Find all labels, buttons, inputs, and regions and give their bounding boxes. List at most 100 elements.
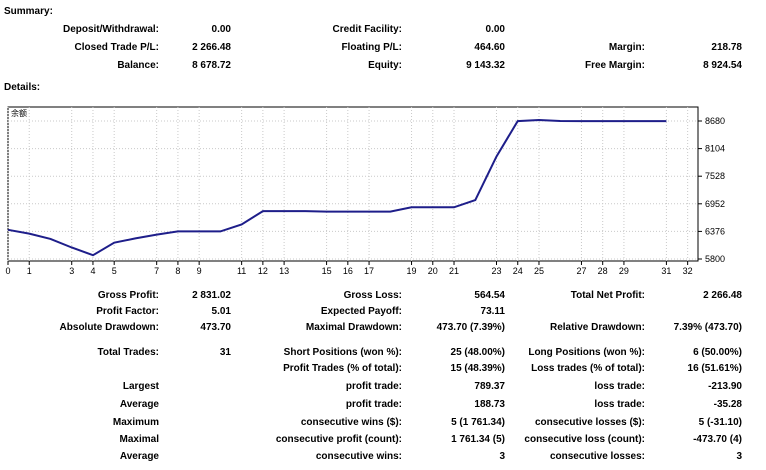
stat-label: consecutive losses: <box>549 451 645 462</box>
stat-label: consecutive wins: <box>315 451 402 462</box>
stat-label: Maximal Drawdown: <box>305 322 402 333</box>
summary-label: Equity: <box>368 60 402 71</box>
x-tick-label: 24 <box>513 266 523 276</box>
summary-value: 0.00 <box>485 24 505 35</box>
x-tick-label: 8 <box>175 266 180 276</box>
x-tick-label: 7 <box>154 266 159 276</box>
stat-label: Maximum <box>112 417 159 428</box>
stat-value: 7.39% (473.70) <box>673 322 742 333</box>
stat-value: 5 (-31.10) <box>698 417 742 428</box>
x-tick-label: 19 <box>407 266 417 276</box>
stat-label: Loss trades (% of total): <box>531 363 645 374</box>
stat-value: -213.90 <box>708 381 742 392</box>
stat-label: consecutive wins ($): <box>300 417 402 428</box>
summary-label: Balance: <box>117 60 159 71</box>
stat-label: Gross Loss: <box>343 290 402 301</box>
stat-value: 3 <box>736 451 742 462</box>
summary-value: 8 924.54 <box>703 60 742 71</box>
stat-label: consecutive losses ($): <box>534 417 645 428</box>
stat-label: Maximal <box>119 434 159 445</box>
y-tick-label: 8104 <box>705 144 725 154</box>
stat-value: 31 <box>219 347 231 358</box>
stat-label: Largest <box>122 381 159 392</box>
summary-label: Deposit/Withdrawal: <box>62 24 159 35</box>
x-tick-label: 28 <box>598 266 608 276</box>
stat-label: Gross Profit: <box>97 290 159 301</box>
stat-label: Long Positions (won %): <box>528 347 645 358</box>
x-tick-label: 17 <box>364 266 374 276</box>
x-tick-label: 1 <box>27 266 32 276</box>
stat-label: consecutive loss (count): <box>524 434 645 445</box>
stat-label: Relative Drawdown: <box>549 322 645 333</box>
summary-value: 218.78 <box>711 42 742 53</box>
balance-series-line <box>7 118 667 257</box>
x-tick-label: 5 <box>112 266 117 276</box>
stat-label: loss trade: <box>594 399 645 410</box>
plot-frame <box>7 106 699 262</box>
stat-value: 73.11 <box>480 306 505 317</box>
stat-label: Expected Payoff: <box>320 306 402 317</box>
stat-label: Absolute Drawdown: <box>59 322 159 333</box>
stat-label: Total Trades: <box>97 347 160 358</box>
x-tick-label: 32 <box>683 266 693 276</box>
x-tick-label: 16 <box>343 266 353 276</box>
stat-label: Average <box>119 399 159 410</box>
stat-value: 5.01 <box>211 306 231 317</box>
stat-value: 2 266.48 <box>703 290 742 301</box>
stat-label: Average <box>119 451 159 462</box>
x-tick-label: 4 <box>90 266 95 276</box>
summary-value: 0.00 <box>211 24 231 35</box>
stat-value: 6 (50.00%) <box>693 347 742 358</box>
x-tick-label: 21 <box>449 266 459 276</box>
x-tick-label: 15 <box>322 266 332 276</box>
stat-label: loss trade: <box>594 381 645 392</box>
x-tick-label: 13 <box>279 266 289 276</box>
stat-value: 1 761.34 (5) <box>451 434 505 445</box>
stat-value: 15 (48.39%) <box>450 363 505 374</box>
stat-value: 25 (48.00%) <box>450 347 505 358</box>
x-tick-label: 11 <box>237 266 246 276</box>
stat-label: Profit Factor: <box>96 306 159 317</box>
stat-label: profit trade: <box>345 381 402 392</box>
summary-heading: Summary: <box>4 6 53 17</box>
x-tick-label: 9 <box>197 266 202 276</box>
stat-value: 188.73 <box>474 399 505 410</box>
summary-value: 9 143.32 <box>466 60 505 71</box>
summary-label: Free Margin: <box>584 60 645 71</box>
stat-value: 473.70 (7.39%) <box>436 322 505 333</box>
y-tick-label: 8680 <box>705 116 725 126</box>
x-tick-label: 20 <box>428 266 438 276</box>
details-heading: Details: <box>4 82 41 93</box>
stat-label: Short Positions (won %): <box>283 347 402 358</box>
x-tick-label: 12 <box>258 266 268 276</box>
stat-value: 473.70 <box>200 322 231 333</box>
x-tick-label: 3 <box>69 266 74 276</box>
chart-title: 余额 <box>11 108 27 118</box>
stat-value: 3 <box>499 451 505 462</box>
summary-value: 464.60 <box>474 42 505 53</box>
stat-value: 789.37 <box>474 381 505 392</box>
y-tick-label: 7528 <box>705 171 725 181</box>
x-tick-label: 27 <box>576 266 586 276</box>
x-tick-label: 29 <box>619 266 629 276</box>
stat-value: 5 (1 761.34) <box>451 417 505 428</box>
stat-label: consecutive profit (count): <box>275 434 402 445</box>
stat-value: 2 831.02 <box>192 290 231 301</box>
summary-label: Closed Trade P/L: <box>74 42 159 53</box>
stat-label: Total Net Profit: <box>570 290 645 301</box>
x-tick-label: 25 <box>534 266 544 276</box>
summary-value: 2 266.48 <box>192 42 231 53</box>
stat-value: 564.54 <box>474 290 505 301</box>
stat-label: Profit Trades (% of total): <box>283 363 402 374</box>
summary-label: Credit Facility: <box>332 24 402 35</box>
y-tick-label: 5800 <box>705 254 725 264</box>
x-tick-label: 23 <box>491 266 501 276</box>
stat-value: -473.70 (4) <box>693 434 742 445</box>
stat-label: profit trade: <box>345 399 402 410</box>
x-tick-label: 0 <box>5 266 10 276</box>
y-tick-label: 6952 <box>705 199 725 209</box>
stat-value: -35.28 <box>713 399 742 410</box>
y-tick-label: 6376 <box>705 226 725 236</box>
summary-label: Margin: <box>608 42 645 53</box>
